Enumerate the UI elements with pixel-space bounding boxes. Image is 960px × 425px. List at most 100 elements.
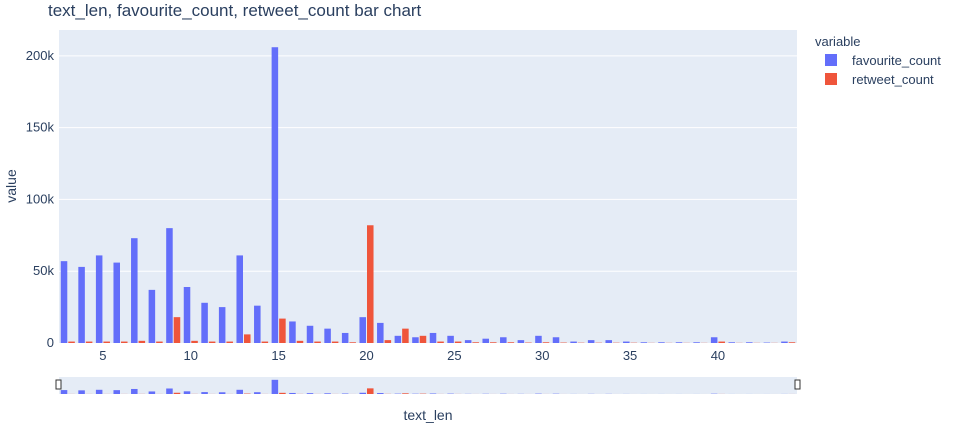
bar-favourite-count[interactable] — [552, 337, 560, 343]
bar-favourite-count[interactable] — [218, 307, 226, 343]
legend-label-retweet-count: retweet_count — [852, 72, 934, 87]
mini-bar-retweet-count — [279, 392, 286, 394]
mini-bar-favourite-count — [359, 392, 366, 394]
bar-favourite-count[interactable] — [587, 340, 595, 343]
x-axis-label: text_len — [403, 407, 452, 423]
bar-retweet-count[interactable] — [454, 341, 462, 343]
bar-favourite-count[interactable] — [254, 305, 261, 343]
bar-favourite-count[interactable] — [658, 342, 665, 343]
bar-favourite-count[interactable] — [95, 255, 103, 343]
bar-favourite-count[interactable] — [78, 266, 85, 343]
x-tick-label: 40 — [711, 348, 725, 363]
bar-favourite-count[interactable] — [781, 341, 788, 343]
bar-retweet-count[interactable] — [296, 340, 304, 343]
bar-favourite-count[interactable] — [324, 328, 331, 343]
bar-favourite-count[interactable] — [693, 342, 700, 343]
bar-favourite-count[interactable] — [447, 335, 454, 343]
bar-favourite-count[interactable] — [377, 322, 384, 343]
bar-favourite-count[interactable] — [605, 340, 612, 343]
bar-favourite-count[interactable] — [570, 341, 577, 343]
plot-background — [59, 30, 797, 343]
bar-retweet-count[interactable] — [472, 342, 479, 343]
bar-retweet-count[interactable] — [261, 341, 269, 343]
legend-label-favourite-count: favourite_count — [852, 53, 941, 68]
mini-bar-favourite-count — [377, 393, 384, 394]
rangeslider-handle-right[interactable] — [794, 379, 801, 390]
bar-favourite-count[interactable] — [236, 255, 243, 343]
mini-bar-favourite-count — [183, 391, 191, 394]
bar-favourite-count[interactable] — [359, 317, 366, 343]
bar-retweet-count[interactable] — [419, 335, 427, 343]
mini-bar-retweet-count — [173, 392, 181, 394]
bar-retweet-count[interactable] — [384, 340, 392, 343]
bar-retweet-count[interactable] — [490, 342, 497, 343]
bar-favourite-count[interactable] — [131, 238, 138, 343]
bar-retweet-count[interactable] — [226, 341, 233, 343]
bar-retweet-count[interactable] — [68, 341, 75, 343]
legend-swatch-favourite-count — [825, 54, 837, 66]
bar-favourite-count[interactable] — [517, 340, 525, 343]
bar-retweet-count[interactable] — [173, 317, 181, 343]
bar-favourite-count[interactable] — [675, 342, 683, 343]
x-tick-label: 20 — [359, 348, 373, 363]
legend-item-favourite-count[interactable]: favourite_count — [825, 53, 941, 68]
bar-retweet-count[interactable] — [191, 340, 198, 343]
bar-favourite-count[interactable] — [640, 342, 648, 343]
bar-retweet-count[interactable] — [121, 341, 128, 343]
bar-favourite-count[interactable] — [464, 340, 472, 343]
bar-favourite-count[interactable] — [710, 337, 718, 343]
bar-favourite-count[interactable] — [500, 337, 507, 343]
mini-bar-favourite-count — [166, 388, 173, 394]
bar-favourite-count[interactable] — [271, 47, 279, 343]
bar-favourite-count[interactable] — [113, 262, 120, 343]
bar-retweet-count[interactable] — [103, 341, 110, 343]
bar-retweet-count[interactable] — [314, 341, 321, 343]
legend-item-retweet-count[interactable]: retweet_count — [825, 72, 934, 87]
bar-retweet-count[interactable] — [367, 225, 374, 343]
mini-bar-favourite-count — [60, 390, 68, 394]
y-tick-label: 50k — [33, 263, 54, 278]
bar-retweet-count[interactable] — [244, 334, 251, 343]
bar-favourite-count[interactable] — [183, 287, 191, 343]
mini-bar-favourite-count — [306, 393, 314, 394]
bar-retweet-count[interactable] — [85, 341, 93, 343]
bar-favourite-count[interactable] — [623, 341, 630, 343]
bar-favourite-count[interactable] — [746, 342, 753, 343]
bar-retweet-count[interactable] — [788, 342, 796, 343]
bar-retweet-count[interactable] — [349, 342, 356, 343]
bar-favourite-count[interactable] — [728, 342, 735, 343]
bar-favourite-count[interactable] — [412, 337, 419, 343]
bar-retweet-count[interactable] — [156, 341, 163, 343]
rangeslider-handle-left[interactable] — [55, 379, 62, 390]
x-axis-ticks: 5 10 15 20 25 30 35 40 — [99, 348, 725, 363]
mini-bar-favourite-count — [254, 392, 261, 394]
bar-favourite-count[interactable] — [535, 335, 542, 343]
bar-favourite-count[interactable] — [306, 325, 314, 343]
bar-retweet-count[interactable] — [718, 341, 725, 343]
bar-retweet-count[interactable] — [542, 342, 550, 343]
bar-favourite-count[interactable] — [394, 335, 402, 343]
bar-retweet-count[interactable] — [279, 318, 286, 343]
legend-title: variable — [815, 34, 861, 49]
bar-favourite-count[interactable] — [429, 332, 437, 343]
bar-retweet-count[interactable] — [208, 341, 216, 343]
rangeslider[interactable] — [55, 377, 801, 394]
bar-favourite-count[interactable] — [60, 261, 68, 343]
chart-title: text_len, favourite_count, retweet_count… — [48, 1, 422, 20]
bar-favourite-count[interactable] — [289, 321, 296, 343]
bar-favourite-count[interactable] — [148, 289, 156, 343]
bar-retweet-count[interactable] — [138, 340, 146, 343]
y-axis-label: value — [3, 169, 19, 203]
bar-retweet-count[interactable] — [402, 328, 409, 343]
mini-bar-favourite-count — [78, 390, 85, 394]
bar-favourite-count[interactable] — [341, 332, 349, 343]
bar-retweet-count[interactable] — [437, 341, 444, 343]
bar-favourite-count[interactable] — [166, 228, 173, 343]
bars[interactable] — [60, 47, 796, 343]
bar-favourite-count[interactable] — [201, 302, 208, 343]
y-axis-ticks: 0 50k 100k 150k 200k — [26, 48, 55, 350]
bar-favourite-count[interactable] — [482, 338, 489, 343]
bar-retweet-count[interactable] — [331, 341, 339, 343]
legend-swatch-retweet-count — [825, 73, 837, 85]
bar-retweet-count[interactable] — [507, 342, 515, 343]
